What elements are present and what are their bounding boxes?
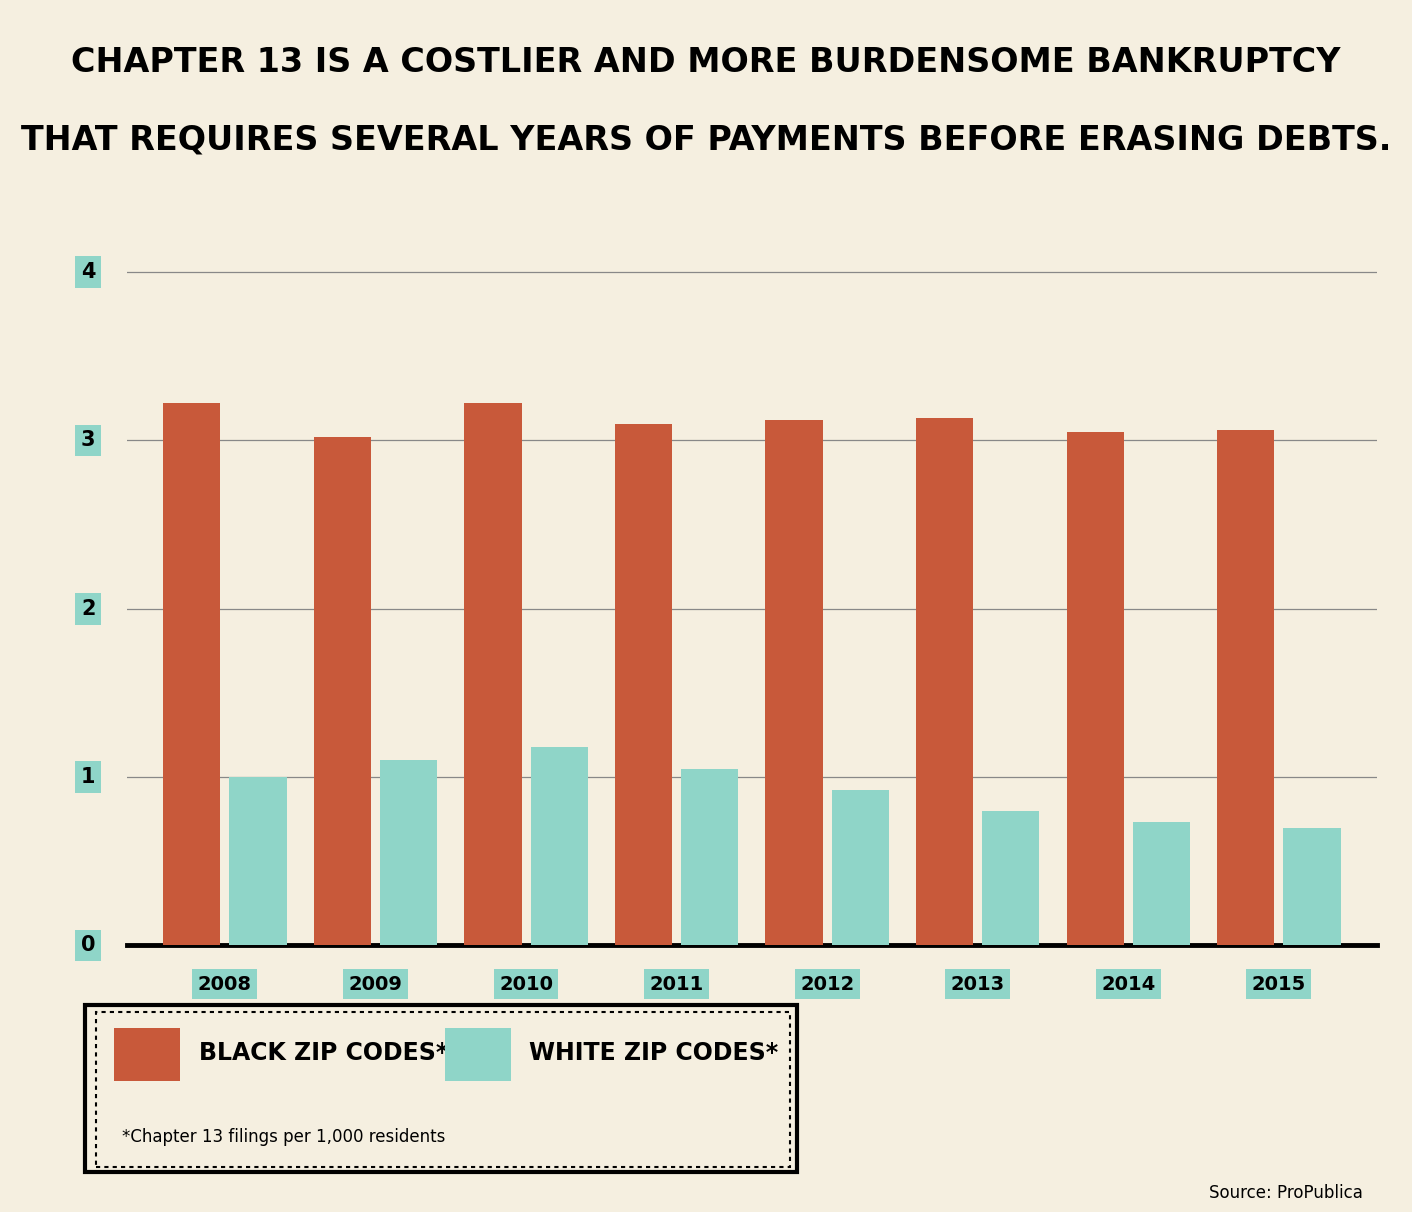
Text: 1: 1 — [80, 767, 96, 787]
Bar — [1132, 823, 1190, 945]
Bar — [983, 811, 1039, 945]
Text: 3: 3 — [80, 430, 96, 451]
Bar — [380, 760, 438, 945]
Bar — [230, 777, 287, 945]
Bar — [164, 404, 220, 945]
Text: 2011: 2011 — [650, 974, 703, 994]
Text: Source: ProPublica: Source: ProPublica — [1209, 1184, 1363, 1202]
Text: 2008: 2008 — [198, 974, 251, 994]
Bar — [1217, 430, 1274, 945]
Bar — [832, 790, 890, 945]
Text: 2010: 2010 — [498, 974, 554, 994]
Bar — [1284, 828, 1340, 945]
Bar — [681, 768, 738, 945]
FancyBboxPatch shape — [85, 1005, 798, 1172]
Bar — [313, 438, 371, 945]
Text: 2: 2 — [80, 599, 96, 618]
Text: WHITE ZIP CODES*: WHITE ZIP CODES* — [530, 1041, 778, 1064]
Text: 4: 4 — [80, 262, 96, 282]
Text: 2009: 2009 — [349, 974, 402, 994]
Text: *Chapter 13 filings per 1,000 residents: *Chapter 13 filings per 1,000 residents — [121, 1128, 445, 1147]
Bar — [765, 421, 823, 945]
Text: BLACK ZIP CODES*: BLACK ZIP CODES* — [199, 1041, 448, 1064]
Text: 2015: 2015 — [1251, 974, 1306, 994]
Bar — [445, 1028, 511, 1081]
Bar — [614, 423, 672, 945]
Text: 2013: 2013 — [950, 974, 1005, 994]
Bar — [1066, 431, 1124, 945]
Text: THAT REQUIRES SEVERAL YEARS OF PAYMENTS BEFORE ERASING DEBTS.: THAT REQUIRES SEVERAL YEARS OF PAYMENTS … — [21, 124, 1391, 156]
Bar — [916, 418, 973, 945]
Bar — [531, 747, 587, 945]
Text: CHAPTER 13 IS A COSTLIER AND MORE BURDENSOME BANKRUPTCY: CHAPTER 13 IS A COSTLIER AND MORE BURDEN… — [71, 46, 1341, 79]
Text: 2014: 2014 — [1101, 974, 1155, 994]
Bar — [465, 404, 521, 945]
Text: 2012: 2012 — [801, 974, 854, 994]
Text: 0: 0 — [80, 936, 96, 955]
Bar — [114, 1028, 181, 1081]
